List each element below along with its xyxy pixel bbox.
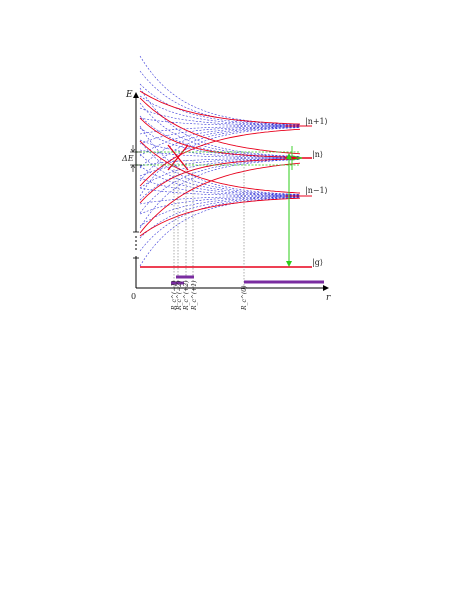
red-curve [139,197,301,237]
blue-curve [139,177,300,196]
y-axis-label: E [125,90,133,100]
level-label-middle: |n⟩ [312,150,323,159]
blue-curve [139,139,300,158]
blue-curve [139,117,300,127]
blue-curve [139,102,301,158]
red-curve [139,162,301,234]
red-curve [139,97,301,155]
blue-curve [139,126,300,145]
blue-curve [139,55,301,125]
blue-curve [139,158,300,177]
blue-curve [139,125,301,195]
r-tick-label-minus2: R_c^(−2) [176,280,183,311]
linewidth-bracket [291,146,303,170]
delta-e-arrow-icon [130,145,136,172]
blue-curve [139,187,300,197]
red-curve [139,117,301,158]
blue-curve [139,83,301,126]
blue-curve [139,127,301,197]
blue-curve [139,95,300,126]
blue-curve [139,70,301,126]
blue-pair-potential-curves [139,55,301,267]
blue-curve [139,140,301,196]
r-tick-label-zero: R_c^(0) [241,285,248,311]
blue-curve [139,159,301,229]
red-curve [139,158,301,204]
blue-curve [139,196,301,252]
blue-curve [139,195,300,205]
blue-curve [139,165,300,196]
r-tick-label-plus2: R_c^(+2) [183,280,190,311]
blue-curve [139,196,300,215]
r-tick-label-minus1: R_c^(−1) [171,280,178,311]
blue-curve [139,87,301,157]
x-axis-label: r [326,293,331,303]
level-label-upper: |n+1⟩ [305,117,328,126]
level-label-ground: |g⟩ [312,258,323,267]
blue-curve [139,196,300,227]
blue-curve [139,197,301,267]
blue-curve [139,153,301,196]
red-curve [139,140,301,194]
red-curve [139,90,301,125]
blue-curve [139,107,300,126]
red-curve [139,128,301,187]
blue-curve [139,126,301,169]
r-guide-lines [173,152,245,290]
blue-curve [139,149,300,159]
r-tick-label-plus1: R_c^(+1) [191,280,198,311]
red-pair-potential-curves [139,90,301,237]
level-label-lower: |n−1⟩ [305,186,328,195]
blue-curve [139,115,301,158]
blue-curve [139,125,300,135]
delta-e-label: ΔE [121,154,134,163]
origin-label: 0 [131,292,136,301]
blue-curve [139,158,301,214]
blue-curve [139,196,301,239]
blue-curve [139,126,301,182]
red-crossing [167,144,189,171]
